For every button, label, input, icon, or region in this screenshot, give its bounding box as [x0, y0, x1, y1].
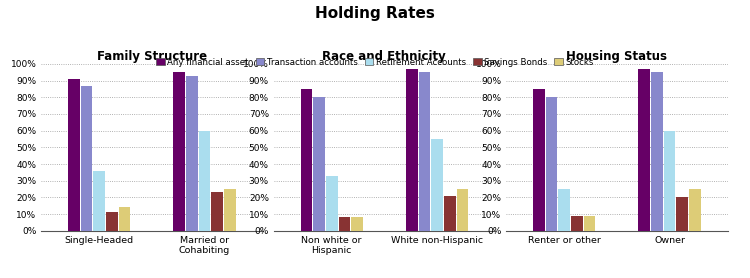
Title: Race and Ethnicity: Race and Ethnicity	[322, 50, 446, 63]
Bar	[173, 72, 185, 231]
Bar	[406, 69, 418, 231]
Bar	[326, 176, 338, 231]
Bar	[457, 189, 468, 231]
Bar	[419, 72, 430, 231]
Bar	[81, 86, 92, 231]
Bar	[571, 216, 583, 231]
Bar	[351, 217, 363, 231]
Bar	[186, 76, 198, 231]
Bar	[224, 189, 236, 231]
Bar	[199, 131, 210, 231]
Bar	[546, 97, 557, 231]
Legend: Any financial asset, Transaction accounts, Retirement Accounts, Savings Bonds, S: Any financial asset, Transaction account…	[153, 54, 597, 70]
Bar	[211, 192, 223, 231]
Bar	[638, 69, 650, 231]
Bar	[431, 139, 442, 231]
Bar	[338, 217, 350, 231]
Text: Holding Rates: Holding Rates	[315, 6, 435, 21]
Bar	[301, 89, 312, 231]
Bar	[106, 212, 118, 231]
Bar	[559, 189, 570, 231]
Bar	[94, 171, 105, 231]
Bar	[118, 207, 130, 231]
Bar	[444, 196, 455, 231]
Bar	[689, 189, 700, 231]
Bar	[584, 216, 596, 231]
Title: Housing Status: Housing Status	[566, 50, 668, 63]
Bar	[68, 79, 80, 231]
Bar	[664, 131, 675, 231]
Bar	[314, 97, 325, 231]
Bar	[651, 72, 663, 231]
Bar	[676, 197, 688, 231]
Title: Family Structure: Family Structure	[97, 50, 207, 63]
Bar	[533, 89, 544, 231]
